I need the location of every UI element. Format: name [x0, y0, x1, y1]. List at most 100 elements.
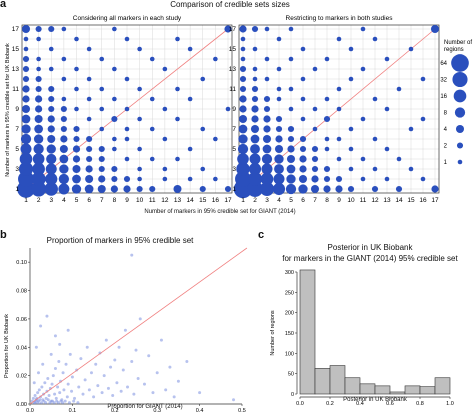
bubble-point [336, 86, 342, 92]
histogram-bar [419, 386, 436, 395]
legend-label: 1 [444, 160, 448, 166]
legend-bubble [457, 159, 463, 165]
bubble-point [348, 76, 354, 82]
bubble-point [98, 175, 106, 183]
y-tick-label: 7 [232, 126, 236, 133]
bubble-point [336, 106, 342, 112]
bubble-point [213, 56, 218, 62]
bubble-point [149, 185, 156, 193]
bubble-point [173, 184, 182, 194]
y-tick-label: 5 [232, 146, 236, 153]
scatter-point [61, 371, 65, 375]
bubble-point [48, 46, 54, 52]
scatter-point [147, 354, 151, 358]
bubble-point [371, 185, 379, 193]
bubble-point [124, 126, 130, 132]
y-tick-label: 0.04 [16, 345, 27, 351]
x-tick-label: 0.8 [416, 401, 424, 407]
y-tick-label: 15 [229, 46, 237, 53]
scatter-point [38, 398, 42, 402]
bubble-point [47, 125, 55, 133]
legend-bubble [456, 142, 464, 149]
bubble-point [124, 106, 130, 112]
bubble-point [286, 164, 296, 174]
y-tick-label: 300 [285, 270, 294, 276]
x-tick-label: 6 [87, 197, 91, 204]
bubble-point [276, 96, 282, 102]
bubble-point [348, 126, 354, 132]
bubble-point [48, 66, 54, 72]
bubble-point [311, 165, 319, 173]
bubble-point [59, 144, 68, 154]
legend-bubble [452, 71, 468, 88]
y-tick-label: 0.08 [16, 289, 27, 295]
subplot-title-2: Restricting to markers in both studies [286, 15, 394, 22]
scatter-point [100, 391, 104, 395]
bubble-point [85, 165, 93, 173]
bubble-point [224, 25, 232, 33]
bubble-point [71, 184, 82, 194]
bubble-point [187, 146, 193, 152]
scatter-point [64, 362, 68, 366]
bubble-point [112, 96, 117, 102]
y-tick-label: 1 [232, 186, 236, 193]
scatter-point [94, 362, 98, 366]
scatter-point [45, 314, 49, 318]
bubble-point [348, 46, 354, 52]
bubble-point [74, 106, 79, 112]
bubble-point [31, 171, 46, 187]
bubble-point [86, 135, 93, 143]
bubble-point [251, 85, 259, 93]
scatter-point [56, 401, 60, 405]
bubble-point [299, 135, 307, 143]
bubble-point [21, 114, 31, 124]
bubble-point [85, 174, 94, 184]
bubble-point [335, 175, 343, 183]
bubble-point [61, 96, 67, 102]
x-tick-label: 0.1 [69, 408, 77, 413]
y-tick-label: 0.02 [16, 374, 27, 380]
scatter-point [33, 393, 37, 397]
bubble-point [23, 36, 29, 42]
bubble-point [162, 176, 168, 182]
bubble-point [274, 154, 284, 164]
bubble-point [60, 135, 68, 143]
bubble-point [72, 155, 81, 163]
bubble-point [239, 105, 247, 113]
y-tick-label: 200 [285, 311, 294, 317]
x-tick-label: 9 [337, 197, 341, 204]
x-tick-label: 3 [49, 197, 53, 204]
bubble-point [396, 86, 402, 92]
histogram-bar [344, 377, 361, 395]
bubble-point [58, 183, 70, 195]
x-tick-label: 4 [62, 197, 66, 204]
histogram-bar [374, 385, 391, 395]
x-tick-label: 14 [395, 197, 403, 204]
bubble-point [200, 166, 206, 172]
scatter-point [58, 391, 62, 395]
bubble-point [112, 66, 117, 72]
bubble-point [408, 46, 414, 52]
bubble-point [99, 56, 105, 62]
scatter-point [109, 365, 113, 369]
bubble-point [250, 124, 260, 134]
bubble-point [312, 126, 318, 132]
scatter-point [53, 392, 57, 396]
bubble-point [247, 171, 263, 187]
bubble-point [187, 176, 193, 182]
x-tick-label: 7 [313, 197, 317, 204]
x-tick-label: 5 [289, 197, 293, 204]
bubble-point [21, 24, 31, 34]
scatter-point [39, 324, 43, 328]
scatter-point [36, 401, 40, 405]
x-tick-label: 17 [224, 197, 232, 204]
bubble-point [175, 36, 180, 42]
bubble-point [35, 75, 42, 83]
y-tick-label: 15 [12, 46, 20, 53]
bubble-point [259, 181, 275, 197]
x-tick-label: 4 [277, 197, 281, 204]
bubble-point [98, 155, 105, 163]
bubble-point [60, 125, 67, 133]
bubble-point [175, 116, 180, 122]
bubble-point [47, 134, 56, 144]
